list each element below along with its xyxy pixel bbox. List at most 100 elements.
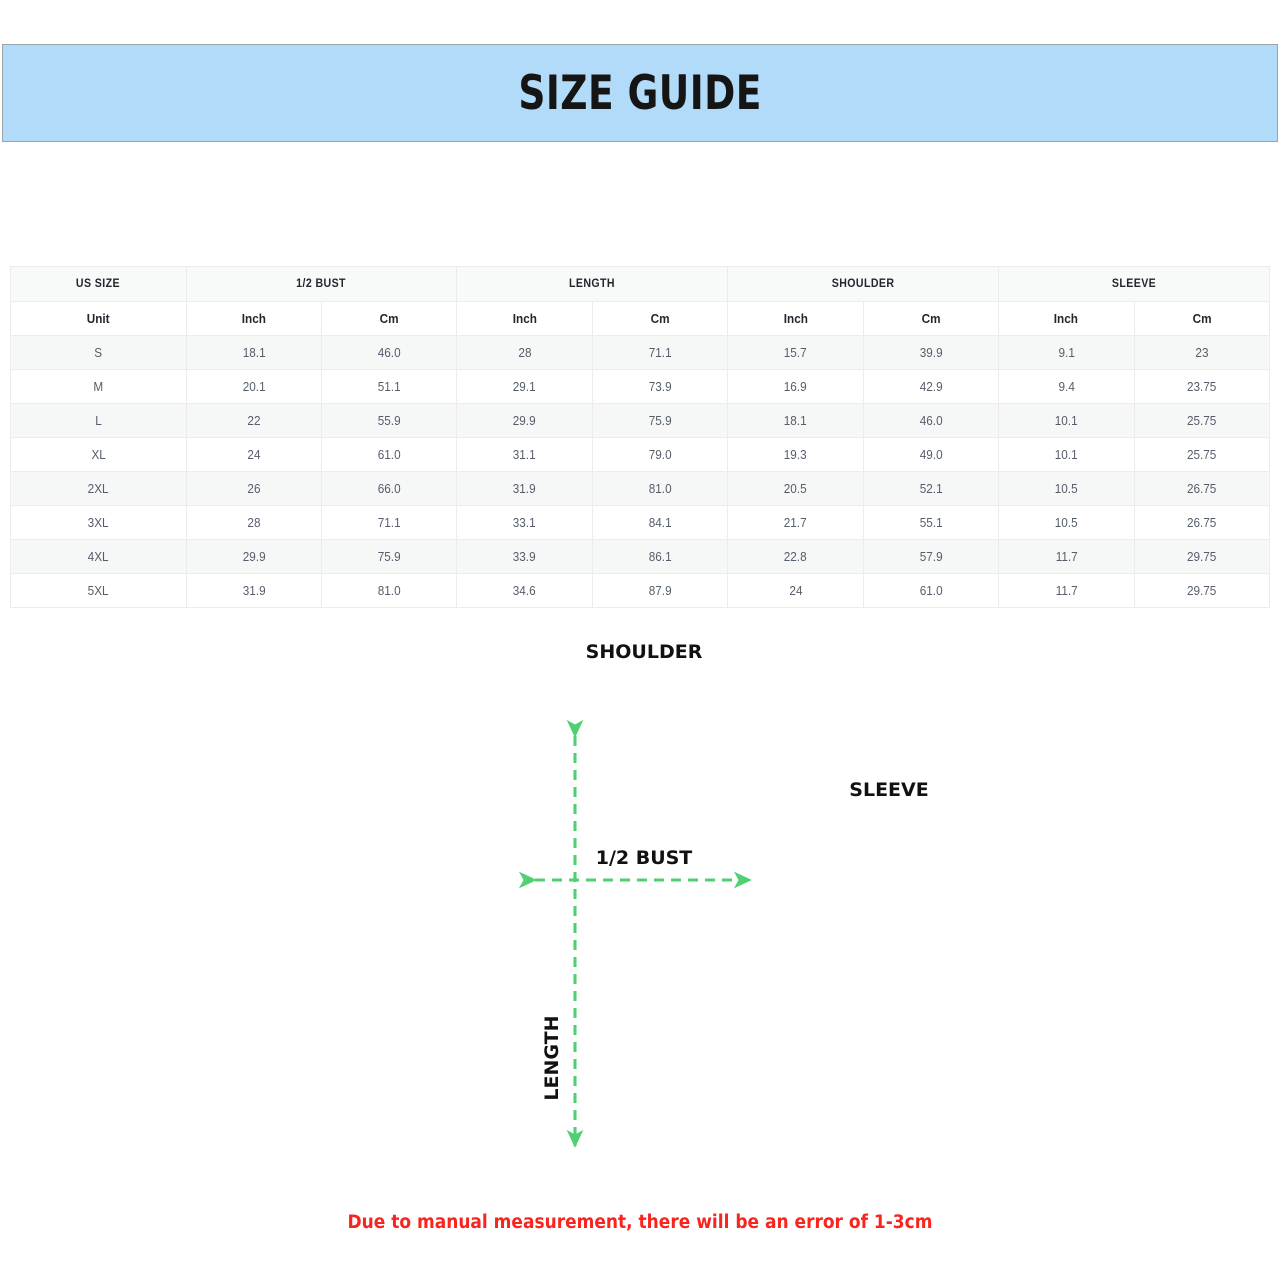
cell-us-size: S	[10, 335, 187, 370]
group-header-length: LENGTH	[456, 266, 729, 302]
cell-measurement-6: 10.5	[998, 471, 1135, 506]
unit-header-length-inch: Inch	[456, 301, 593, 336]
group-header-us-size: US SIZE	[10, 266, 187, 302]
table-row: 5XL 31.9 81.0 34.6 87.9 24 61.0 11.7 29.75	[10, 573, 1271, 608]
cell-measurement-3: 81.0	[591, 471, 729, 506]
cell-measurement-6: 10.1	[998, 437, 1135, 472]
cell-measurement-2: 31.1	[456, 437, 593, 472]
cell-measurement-2: 33.1	[456, 505, 593, 540]
table-unit-header-row: Unit Inch Cm Inch Cm Inch Cm Inch Cm	[10, 301, 1271, 336]
cell-measurement-3: 86.1	[591, 539, 729, 574]
cell-measurement-3: 75.9	[591, 403, 729, 438]
cell-measurement-7: 23.75	[1133, 369, 1271, 404]
cell-measurement-5: 61.0	[862, 573, 1000, 608]
cell-measurement-4: 21.7	[727, 505, 864, 540]
table-row: S 18.1 46.0 28 71.1 15.7 39.9 9.1 23	[10, 335, 1271, 370]
cell-measurement-1: 51.1	[320, 369, 458, 404]
cell-measurement-4: 18.1	[727, 403, 864, 438]
table-row: L 22 55.9 29.9 75.9 18.1 46.0 10.1 25.75	[10, 403, 1271, 438]
cell-measurement-5: 57.9	[862, 539, 1000, 574]
unit-header-bust-cm: Cm	[320, 301, 458, 336]
unit-header-shoulder-cm: Cm	[862, 301, 1000, 336]
cell-measurement-5: 42.9	[862, 369, 1000, 404]
cell-measurement-0: 22	[185, 403, 322, 438]
cell-us-size: 2XL	[10, 471, 187, 506]
cell-measurement-4: 24	[727, 573, 864, 608]
unit-header-sleeve-cm: Cm	[1133, 301, 1271, 336]
group-header-sleeve: SLEEVE	[998, 266, 1270, 302]
cell-measurement-7: 25.75	[1133, 403, 1271, 438]
table-row: XL 24 61.0 31.1 79.0 19.3 49.0 10.1 25.75	[10, 437, 1271, 472]
cell-measurement-0: 20.1	[185, 369, 322, 404]
cell-measurement-1: 66.0	[320, 471, 458, 506]
size-table-wrapper: US SIZE 1/2 BUST LENGTH SHOULDER SLEEVE …	[10, 266, 1271, 608]
cell-measurement-2: 28	[456, 335, 593, 370]
cell-measurement-0: 24	[185, 437, 322, 472]
cell-measurement-6: 9.4	[998, 369, 1135, 404]
cell-measurement-5: 49.0	[862, 437, 1000, 472]
cell-measurement-2: 29.1	[456, 369, 593, 404]
group-header-bust: 1/2 BUST	[185, 266, 458, 302]
size-table: US SIZE 1/2 BUST LENGTH SHOULDER SLEEVE …	[10, 266, 1271, 608]
cell-measurement-5: 46.0	[862, 403, 1000, 438]
cell-measurement-3: 73.9	[591, 369, 729, 404]
cell-measurement-0: 29.9	[185, 539, 322, 574]
unit-header-bust-inch: Inch	[185, 301, 322, 336]
cell-measurement-0: 28	[185, 505, 322, 540]
cell-measurement-4: 22.8	[727, 539, 864, 574]
table-row: 3XL 28 71.1 33.1 84.1 21.7 55.1 10.5 26.75	[10, 505, 1271, 540]
cell-us-size: 4XL	[10, 539, 187, 574]
cell-measurement-7: 25.75	[1133, 437, 1271, 472]
unit-header-sleeve-inch: Inch	[998, 301, 1135, 336]
measurement-disclaimer: Due to manual measurement, there will be…	[347, 1212, 933, 1233]
cell-measurement-5: 39.9	[862, 335, 1000, 370]
cell-measurement-7: 29.75	[1133, 539, 1271, 574]
cell-measurement-4: 20.5	[727, 471, 864, 506]
cell-measurement-1: 55.9	[320, 403, 458, 438]
table-row: 4XL 29.9 75.9 33.9 86.1 22.8 57.9 11.7 29.75	[10, 539, 1271, 574]
cell-measurement-7: 26.75	[1133, 471, 1271, 506]
cell-measurement-6: 10.1	[998, 403, 1135, 438]
cell-measurement-6: 11.7	[998, 539, 1135, 574]
group-header-shoulder: SHOULDER	[727, 266, 1000, 302]
cell-measurement-7: 26.75	[1133, 505, 1271, 540]
cell-measurement-3: 79.0	[591, 437, 729, 472]
size-guide-banner: SIZE GUIDE	[2, 44, 1278, 142]
unit-header-length-cm: Cm	[591, 301, 729, 336]
cell-measurement-7: 23	[1133, 335, 1271, 370]
cell-measurement-0: 26	[185, 471, 322, 506]
cell-measurement-2: 29.9	[456, 403, 593, 438]
length-label: LENGTH	[541, 1015, 563, 1100]
cell-measurement-1: 75.9	[320, 539, 458, 574]
cell-measurement-1: 71.1	[320, 505, 458, 540]
cell-measurement-6: 9.1	[998, 335, 1135, 370]
cell-us-size: XL	[10, 437, 187, 472]
cell-measurement-2: 34.6	[456, 573, 593, 608]
cell-measurement-6: 10.5	[998, 505, 1135, 540]
cell-measurement-3: 87.9	[591, 573, 729, 608]
cell-measurement-1: 61.0	[320, 437, 458, 472]
cell-measurement-6: 11.7	[998, 573, 1135, 608]
cell-measurement-7: 29.75	[1133, 573, 1271, 608]
cell-measurement-5: 55.1	[862, 505, 1000, 540]
sleeve-label: SLEEVE	[849, 779, 928, 801]
cell-us-size: M	[10, 369, 187, 404]
cell-measurement-2: 33.9	[456, 539, 593, 574]
cell-measurement-2: 31.9	[456, 471, 593, 506]
size-table-body: S 18.1 46.0 28 71.1 15.7 39.9 9.1 23 M 20.1 51.1 29.…	[10, 335, 1271, 608]
cell-us-size: 5XL	[10, 573, 187, 608]
unit-header-shoulder-inch: Inch	[727, 301, 864, 336]
cell-measurement-4: 19.3	[727, 437, 864, 472]
cell-measurement-1: 46.0	[320, 335, 458, 370]
cell-us-size: 3XL	[10, 505, 187, 540]
cell-measurement-0: 31.9	[185, 573, 322, 608]
cell-measurement-3: 84.1	[591, 505, 729, 540]
cell-measurement-4: 15.7	[727, 335, 864, 370]
bust-label: 1/2 BUST	[596, 847, 693, 869]
table-row: 2XL 26 66.0 31.9 81.0 20.5 52.1 10.5 26.75	[10, 471, 1271, 506]
shoulder-label: SHOULDER	[586, 641, 703, 663]
cell-measurement-4: 16.9	[727, 369, 864, 404]
unit-header-unit: Unit	[10, 301, 187, 336]
cell-measurement-3: 71.1	[591, 335, 729, 370]
